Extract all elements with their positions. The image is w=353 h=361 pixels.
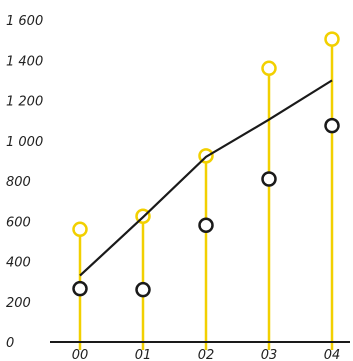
stem-head xyxy=(324,31,340,47)
stem-series xyxy=(72,31,340,350)
y-tick-label: 1 200 xyxy=(6,95,43,110)
x-axis-ticks: 00 01 02 03 04 xyxy=(72,348,341,361)
x-tick-label: 04 xyxy=(324,348,341,361)
y-axis-ticks: 0 200 400 600 800 1 000 1 200 1 400 1 600 xyxy=(6,14,43,351)
y-tick-label: 200 xyxy=(6,296,31,311)
data-point xyxy=(324,117,340,134)
y-tick-label: 1 400 xyxy=(6,54,43,69)
point-series xyxy=(72,117,340,298)
data-point xyxy=(72,280,88,297)
y-tick-label: 600 xyxy=(6,215,31,230)
data-point xyxy=(198,217,214,234)
y-tick-label: 1 000 xyxy=(6,135,43,150)
data-point xyxy=(261,171,277,187)
data-point xyxy=(135,281,151,298)
trend-line xyxy=(79,79,333,277)
y-tick-label: 1 600 xyxy=(6,14,43,29)
y-tick-label: 0 xyxy=(6,336,14,351)
y-tick-label: 400 xyxy=(6,256,31,271)
y-tick-label: 800 xyxy=(6,175,31,190)
stem-head xyxy=(261,60,277,77)
stem-head xyxy=(72,221,88,238)
x-tick-label: 02 xyxy=(198,348,215,361)
x-tick-label: 00 xyxy=(72,348,89,361)
x-tick-label: 01 xyxy=(135,348,152,361)
x-tick-label: 03 xyxy=(261,348,278,361)
